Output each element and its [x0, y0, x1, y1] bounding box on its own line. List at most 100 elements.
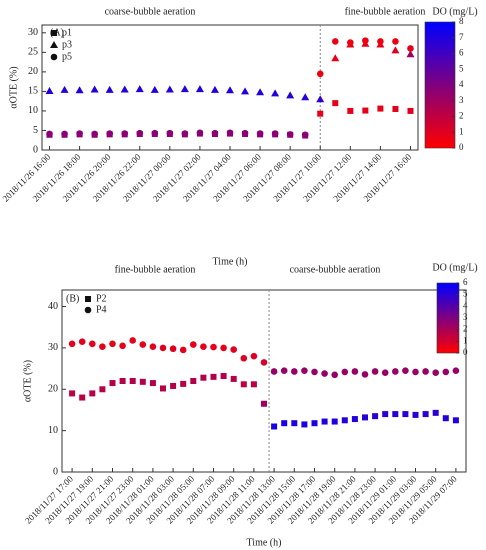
colorbar-tick-label: 5 — [463, 289, 468, 299]
colorbar-tick-label: 6 — [463, 277, 468, 287]
marker — [261, 400, 267, 407]
colorbar-tick-label: 3 — [459, 95, 464, 105]
marker — [332, 100, 339, 107]
marker — [377, 38, 384, 45]
marker — [210, 373, 217, 380]
y-tick-label: 20 — [48, 384, 58, 395]
marker — [392, 411, 399, 418]
marker — [331, 38, 339, 45]
legend-label: p3 — [62, 39, 72, 50]
colorbar-label: DO (mg/L) — [432, 6, 477, 17]
marker — [260, 359, 268, 366]
colorbar-tick-label: 1 — [459, 126, 464, 136]
marker — [99, 343, 106, 350]
marker — [170, 382, 177, 389]
marker — [372, 413, 379, 420]
marker — [46, 130, 53, 138]
marker — [230, 375, 237, 382]
marker — [362, 414, 368, 421]
marker — [317, 110, 324, 117]
marker — [210, 343, 217, 351]
marker — [377, 105, 384, 112]
marker — [89, 390, 96, 397]
marker — [392, 368, 399, 375]
legend-marker — [50, 53, 58, 61]
marker — [256, 130, 264, 137]
colorbar-tick-label: 4 — [463, 300, 468, 310]
marker — [422, 368, 429, 375]
x-axis-label: Time (h) — [247, 537, 282, 548]
y-tick-label: 30 — [48, 342, 58, 353]
marker — [347, 107, 354, 114]
marker — [286, 131, 294, 138]
annotation: (B) — [66, 293, 79, 304]
marker — [402, 367, 409, 374]
marker — [281, 420, 288, 427]
marker — [412, 368, 419, 376]
y-axis-label: αOTE (%) — [8, 66, 19, 108]
y-tick-label: 0 — [33, 144, 38, 155]
marker — [407, 107, 414, 114]
marker — [210, 85, 219, 93]
marker — [362, 107, 369, 114]
marker — [211, 129, 219, 137]
colorbar-tick-label: 8 — [459, 16, 464, 26]
marker — [286, 91, 295, 99]
annotation: fine-bubble aeration — [345, 6, 426, 17]
marker — [250, 352, 258, 360]
marker — [442, 415, 449, 422]
marker — [341, 417, 348, 424]
marker — [139, 341, 147, 348]
marker — [78, 338, 86, 346]
marker — [392, 38, 399, 45]
marker — [331, 54, 340, 62]
marker — [76, 130, 83, 137]
colorbar-tick-label: 4 — [459, 79, 464, 89]
marker — [119, 378, 126, 384]
colorbar-tick-label: 0 — [463, 347, 468, 357]
marker — [119, 342, 126, 350]
marker — [311, 420, 318, 427]
marker — [220, 344, 227, 352]
legend-marker — [84, 306, 92, 314]
marker — [271, 130, 279, 137]
colorbar-tick-label: 3 — [463, 312, 468, 322]
annotation: coarse-bubble aeration — [290, 264, 381, 275]
marker — [91, 130, 98, 138]
marker — [120, 85, 129, 93]
marker — [412, 411, 419, 418]
marker — [99, 386, 106, 393]
marker — [89, 340, 96, 348]
marker — [241, 87, 250, 95]
marker — [75, 86, 84, 94]
marker — [280, 367, 288, 374]
marker — [321, 370, 328, 377]
y-tick-label: 10 — [48, 425, 58, 436]
marker — [331, 418, 338, 425]
marker — [45, 87, 54, 95]
marker — [159, 344, 167, 352]
marker — [160, 385, 166, 392]
marker — [200, 374, 207, 381]
colorbar-tick-label: 7 — [459, 32, 464, 42]
marker — [291, 420, 298, 427]
marker — [129, 337, 136, 344]
marker — [362, 37, 369, 44]
plot-frame — [61, 289, 467, 473]
marker — [341, 368, 349, 376]
marker — [452, 367, 460, 374]
marker — [351, 416, 358, 423]
y-tick-label: 0 — [53, 466, 58, 477]
marker — [230, 346, 237, 353]
colorbar — [424, 21, 456, 149]
marker — [331, 371, 339, 379]
marker — [121, 130, 129, 137]
marker — [220, 373, 227, 380]
legend-marker — [85, 296, 91, 302]
y-tick-label: 10 — [28, 105, 38, 116]
marker — [361, 371, 369, 378]
legend-label: P2 — [96, 293, 107, 304]
